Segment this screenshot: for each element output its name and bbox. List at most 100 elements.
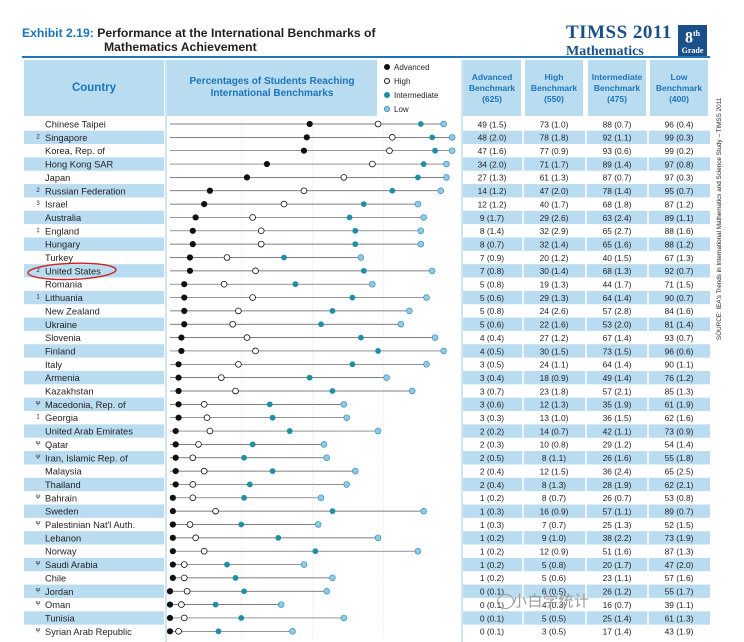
intermediate-dot [269,468,276,474]
high-dot [200,467,208,475]
country-marker: Ψ [35,522,40,528]
country-label: Chinese Taipei [45,120,106,130]
value-int: 78 (1.4) [603,186,632,196]
value-low: 88 (1.6) [665,226,694,236]
country-label: England [45,226,79,236]
low-dot [409,387,416,395]
source-note: SOURCE: IEA's Trends in International Ma… [716,50,726,340]
low-dot [343,414,350,421]
value-adv: 1 (0.2) [480,560,504,570]
intermediate-dot [238,615,245,621]
value-high: 12 (0.9) [540,547,569,557]
intermediate-dot [432,147,438,154]
value-low: 88 (1.2) [665,239,694,249]
header-int-name: Intermediate Benchmark [591,71,643,93]
advanced-dot [181,321,188,328]
low-dot [414,547,422,555]
intermediate-dot [212,601,219,608]
advanced-dot [172,441,179,448]
exhibit-label: Exhibit 2.19: [22,26,94,40]
value-adv: 5 (0.8) [480,306,504,316]
value-low: 96 (0.4) [665,119,694,129]
value-high: 10 (0.8) [540,440,569,450]
advanced-dot [201,201,208,208]
intermediate-dot [429,134,436,141]
value-adv: 3 (0.7) [480,386,504,396]
country-label: Korea, Rep. of [45,146,105,156]
value-adv: 5 (0.6) [480,293,504,303]
intermediate-dot [266,401,273,408]
value-high: 9 (1.0) [542,533,566,543]
country-marker: Ψ [35,401,40,407]
value-int: 44 (1.7) [603,280,632,290]
value-low: 55 (1.7) [665,587,694,597]
intermediate-dot [349,294,356,301]
watermark-icon [497,594,514,609]
high-dot [192,534,199,542]
country-label: Lithuania [45,293,84,303]
header-low-score: (400) [669,93,689,104]
value-int: 88 (0.7) [603,119,632,129]
grade-suffix: th [692,29,701,38]
advanced-dot [181,281,188,288]
value-int: 53 (2.0) [603,320,632,330]
high-dot [386,147,393,155]
low-dot [289,628,296,635]
country-label: Saudi Arabia [45,560,99,570]
row-band-country [24,344,164,358]
country-label: Kazakhstan [45,387,94,397]
value-int: 63 (2.4) [603,213,632,223]
timss-logo: TIMSS 2011 Mathematics [566,22,672,60]
value-high: 22 (1.6) [540,320,569,330]
low-dot [443,160,450,168]
country-label: Norway [45,547,77,557]
country-label: Israel [45,200,68,210]
high-dot [249,214,256,221]
intermediate-dot [375,348,381,354]
watermark: 小白学统计 [512,593,590,610]
value-low: 62 (2.1) [665,480,694,490]
value-int: 23 (1.1) [603,573,632,583]
value-int: 68 (1.3) [603,266,632,276]
low-dot [352,467,359,475]
country-marker: 2 [36,188,40,194]
header-adv-score: (625) [482,93,502,104]
value-adv: 48 (2.0) [478,133,507,143]
high-dot [186,521,194,528]
country-label: Chile [45,573,66,583]
advanced-dot [166,614,174,622]
value-low: 87 (1.2) [665,199,694,209]
country-label: Qatar [45,440,68,450]
value-low: 57 (1.6) [665,573,694,583]
value-adv: 1 (0.2) [480,573,504,583]
advanced-dot [169,521,176,528]
value-adv: 49 (1.5) [478,119,507,129]
advanced-dot [181,307,188,314]
intermediate-dot [352,241,359,248]
advanced-dot-icon [384,64,390,70]
low-dot [448,147,456,154]
row-band-country [24,504,164,518]
row-band-country [24,317,164,331]
advanced-dot [172,481,179,488]
intermediate-dot [329,508,336,515]
intermediate-dot [360,267,367,274]
value-adv: 0 (0.1) [480,627,504,637]
country-marker: Ψ [35,628,40,634]
value-int: 65 (1.6) [603,239,632,249]
high-dot [232,387,239,395]
value-adv: 1 (0.3) [480,520,504,530]
country-label: Hong Kong SAR [45,160,114,170]
value-int: 20 (1.7) [603,560,632,570]
high-dot [374,120,382,128]
country-marker: ‡ [36,228,39,234]
low-dot [323,587,331,595]
high-dot [206,427,214,435]
high-dot [243,334,251,341]
advanced-dot [166,601,174,608]
value-low: 39 (1.1) [665,600,694,610]
advanced-dot [192,214,199,221]
value-low: 54 (1.4) [665,440,694,450]
row-band-country [24,611,164,625]
country-label: Bahrain [45,493,77,503]
